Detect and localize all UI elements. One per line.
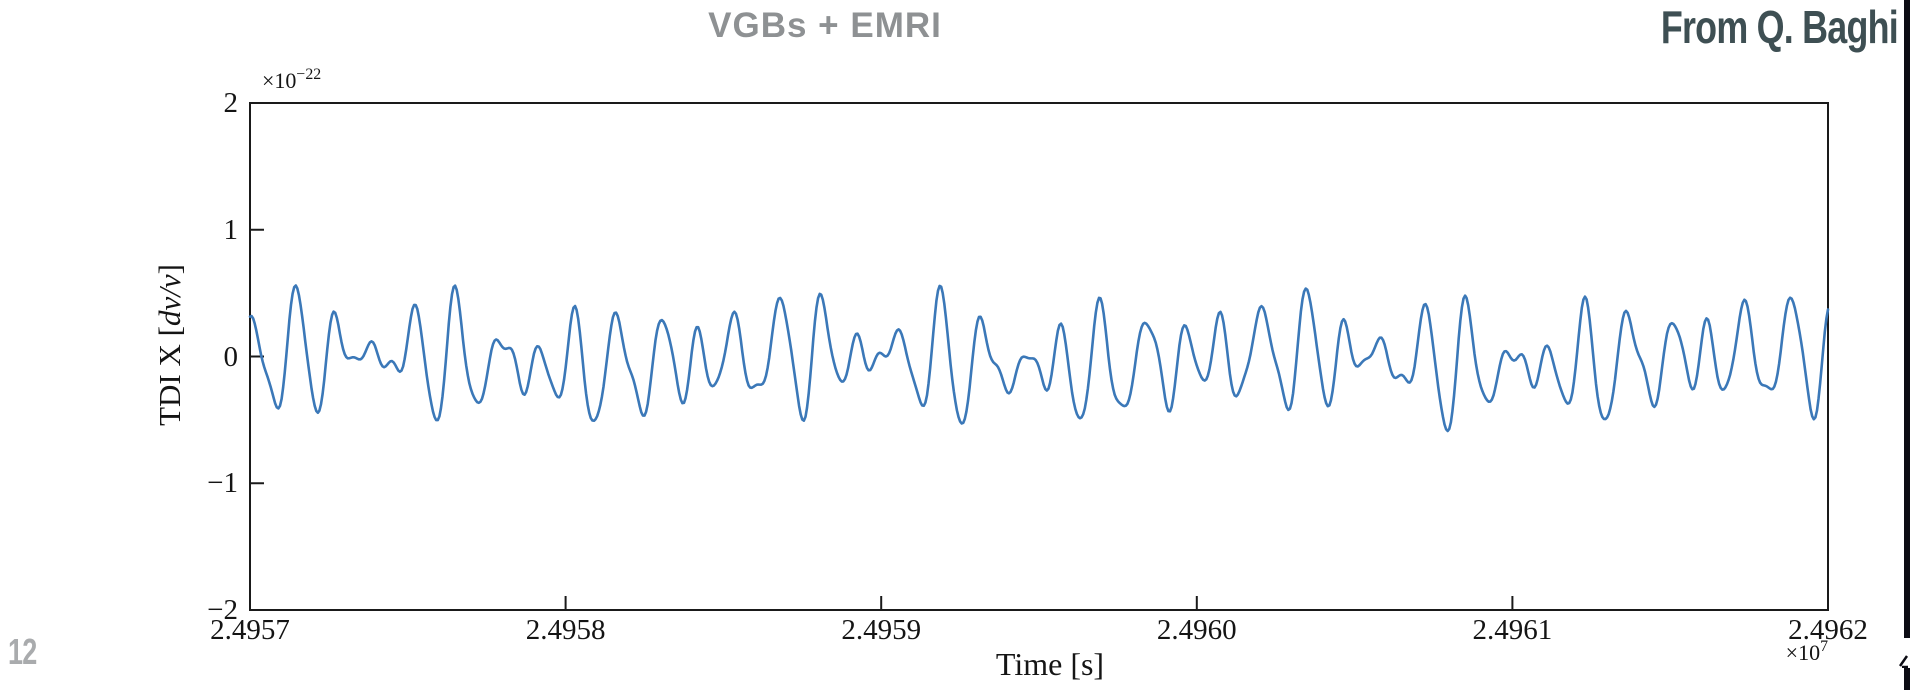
x-offset-base: ×10 [1785, 640, 1821, 665]
y-axis-label-prefix: TDI X [ [152, 326, 187, 426]
y-tick-label: 0 [223, 340, 239, 373]
y-axis-offset-text: ×10−22 [262, 66, 322, 94]
y-tick-label: −1 [207, 467, 238, 500]
x-offset-exponent: 7 [1820, 638, 1828, 656]
y-offset-exponent: −22 [296, 66, 322, 84]
x-tick-label: 2.4958 [525, 614, 606, 646]
right-edge-fragment-marks [1899, 655, 1909, 668]
y-axis-label-math: dν/ν [152, 274, 187, 327]
y-tick-label: 2 [223, 87, 239, 119]
x-tick-label: 2.4957 [210, 614, 290, 646]
y-axis-label-suffix: ] [152, 264, 187, 275]
x-axis-offset-text: ×107 [1785, 638, 1828, 666]
chart-title: VGBs + EMRI [708, 6, 942, 45]
x-axis-label: Time [s] [995, 646, 1105, 682]
credit-text: From Q. Baghi [1660, 1, 1899, 53]
x-tick-label: 2.4961 [1472, 614, 1553, 646]
slide-page-number: 12 [8, 631, 37, 672]
y-offset-base: ×10 [262, 68, 297, 93]
waveform-line [248, 284, 1830, 433]
x-tick-label: 2.4960 [1156, 614, 1237, 646]
x-tick-label: 2.4959 [841, 614, 922, 646]
right-edge-bar-bottom [1904, 668, 1910, 690]
right-edge-bar-top [1904, 0, 1910, 638]
y-tick-label: 1 [223, 213, 239, 246]
plot-frame [249, 102, 1829, 611]
x-tick-label: 2.4962 [1788, 614, 1868, 646]
y-axis-label: TDI X [dν/ν] [152, 264, 188, 426]
y-tick-label: −2 [207, 594, 238, 626]
